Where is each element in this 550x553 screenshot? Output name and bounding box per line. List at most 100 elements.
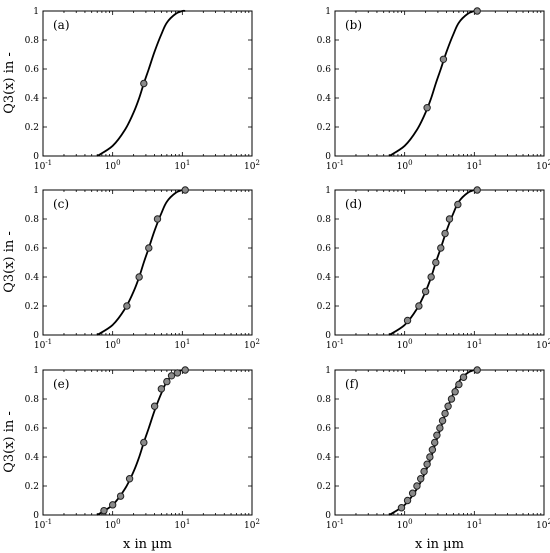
x-tick-label: 100: [397, 159, 413, 172]
y-tick-label: 0.8: [317, 215, 332, 225]
data-marker: [436, 424, 444, 432]
data-marker: [163, 377, 171, 386]
data-marker: [451, 388, 459, 396]
x-axis-title: x in µm: [123, 537, 172, 552]
data-marker: [473, 7, 481, 15]
data-marker: [431, 438, 439, 447]
data-marker: [157, 385, 166, 393]
data-marker: [415, 302, 423, 310]
y-axis-title: Q3(x) in -: [2, 231, 17, 293]
data-marker: [403, 496, 412, 505]
x-tick-label: 10-1: [326, 338, 344, 351]
y-tick-label: 0: [33, 511, 39, 521]
data-marker: [100, 506, 108, 515]
plot-frame: [334, 189, 545, 336]
y-tick-label: 0.6: [317, 65, 332, 75]
panel-label: (c): [53, 197, 69, 211]
x-tick-label: 101: [174, 518, 190, 531]
data-marker: [447, 395, 456, 403]
distribution-curve: [96, 9, 186, 157]
x-tick-label: 101: [174, 159, 190, 172]
y-tick-label: 0.8: [317, 395, 332, 405]
panel-d: 0 0.2 0.4 0.6 0.8 1 10-1 100 101 102 (d): [317, 186, 550, 351]
y-tick-label: 0.6: [317, 244, 332, 254]
data-marker: [135, 273, 143, 281]
data-marker: [441, 229, 449, 238]
panel-label: (b): [345, 18, 362, 32]
x-tick-label: 102: [536, 518, 550, 531]
data-marker: [417, 475, 425, 483]
panel-e: 0 0.2 0.4 0.6 0.8 1 10-1 100 101 102 (e): [25, 366, 260, 531]
data-marker: [438, 417, 447, 425]
y-tick-label: 0.4: [317, 273, 332, 283]
plot-frame: [42, 369, 253, 516]
x-tick-label: 100: [105, 338, 121, 351]
data-marker: [421, 287, 430, 296]
data-marker: [403, 316, 412, 325]
data-marker: [150, 402, 159, 410]
y-axis-title: Q3(x) in -: [2, 52, 17, 114]
data-marker: [181, 186, 189, 194]
data-marker: [427, 273, 435, 281]
x-tick-label: 100: [397, 518, 413, 531]
panel-b: 0 0.2 0.4 0.6 0.8 1 10-1 100 101 102 (b): [317, 7, 550, 172]
data-marker: [473, 186, 481, 194]
distribution-curve: [96, 188, 186, 336]
y-tick-label: 1: [33, 7, 39, 17]
y-axis-title: Q3(x) in -: [2, 411, 17, 473]
data-marker: [123, 302, 131, 310]
y-tick-label: 0: [325, 152, 331, 162]
y-tick-label: 0: [33, 331, 39, 341]
x-tick-label: 10-1: [34, 338, 52, 351]
y-tick-label: 0.2: [317, 482, 331, 492]
data-marker: [125, 475, 134, 483]
data-marker: [454, 200, 462, 209]
y-tick-label: 0.8: [25, 395, 40, 405]
y-tick-label: 0.4: [25, 453, 40, 463]
panel-a: 0 0.2 0.4 0.6 0.8 1 10-1 100 101 102 (a): [25, 7, 260, 172]
distribution-curve: [388, 9, 478, 157]
plot-frame: [42, 10, 253, 157]
x-tick-label: 101: [174, 338, 190, 351]
x-tick-label: 100: [105, 518, 121, 531]
y-tick-label: 0.6: [317, 424, 332, 434]
data-marker: [444, 402, 452, 410]
data-marker: [116, 492, 125, 500]
y-tick-label: 0.6: [25, 244, 40, 254]
y-tick-label: 0.8: [317, 36, 332, 46]
y-tick-label: 0.2: [317, 123, 331, 133]
y-tick-label: 0.4: [25, 94, 40, 104]
data-marker: [423, 460, 431, 468]
y-tick-label: 0.6: [25, 65, 40, 75]
y-tick-label: 1: [33, 366, 39, 376]
data-marker: [426, 453, 434, 461]
y-tick-label: 0.4: [317, 453, 332, 463]
x-tick-label: 101: [466, 518, 482, 531]
y-tick-label: 0.4: [25, 273, 40, 283]
panel-label: (e): [53, 377, 69, 391]
data-marker: [140, 438, 148, 447]
panel-label: (d): [345, 197, 362, 211]
x-axis-title: x in µm: [415, 537, 464, 552]
x-tick-label: 10-1: [326, 159, 344, 172]
x-tick-label: 100: [397, 338, 413, 351]
data-marker: [459, 373, 468, 381]
panel-f: 0 0.2 0.4 0.6 0.8 1 10-1 100 101 102 (f): [317, 366, 550, 531]
x-tick-label: 10-1: [326, 518, 344, 531]
y-tick-label: 0.2: [25, 123, 39, 133]
data-marker: [455, 380, 463, 389]
data-marker: [145, 244, 153, 252]
y-tick-label: 0.2: [25, 482, 39, 492]
y-tick-label: 0.2: [317, 302, 331, 312]
data-marker: [437, 244, 445, 252]
y-tick-label: 0.4: [317, 94, 332, 104]
data-marker: [108, 501, 117, 509]
data-marker: [167, 372, 176, 380]
data-marker: [441, 409, 449, 418]
x-tick-label: 10-1: [34, 518, 52, 531]
x-tick-label: 102: [536, 159, 550, 172]
plot-frame: [334, 10, 545, 157]
y-tick-label: 1: [325, 7, 331, 17]
data-marker: [439, 55, 448, 63]
